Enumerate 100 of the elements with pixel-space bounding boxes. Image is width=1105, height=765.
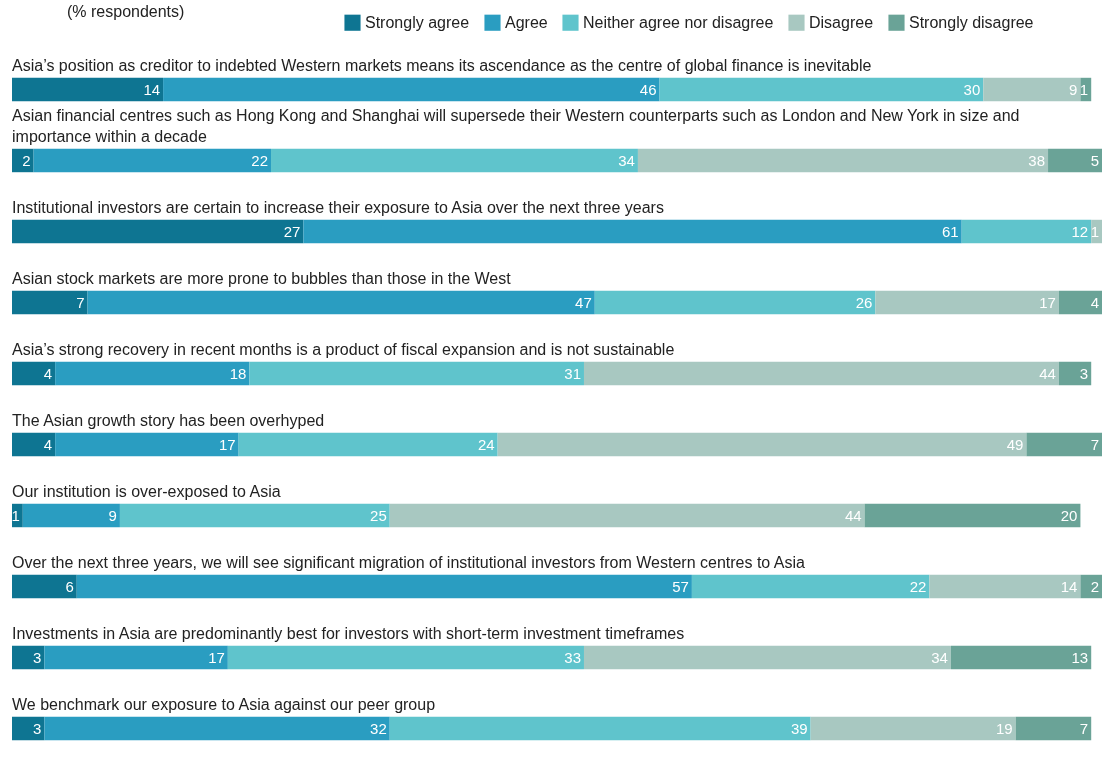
bar bbox=[12, 432, 56, 457]
data-label: 14 bbox=[1060, 577, 1078, 595]
category-label: Asian financial centres such as Hong Kong and Shanghai will supersede their Western counterparts such as London and New York in size and importance within a decade bbox=[12, 106, 1020, 145]
bar bbox=[583, 645, 951, 670]
bar bbox=[22, 503, 120, 528]
chart-title: (% respondents) bbox=[67, 3, 185, 20]
data-label: 33 bbox=[564, 648, 581, 666]
bar bbox=[33, 148, 272, 173]
data-label: 6 bbox=[65, 577, 74, 595]
bar bbox=[87, 290, 595, 315]
bar bbox=[875, 290, 1059, 315]
data-label: 17 bbox=[218, 435, 236, 453]
bar bbox=[303, 219, 962, 244]
data-label: 39 bbox=[790, 719, 808, 737]
bar bbox=[12, 574, 77, 599]
data-label: 25 bbox=[370, 506, 387, 524]
data-label: 3 bbox=[1079, 364, 1089, 382]
data-label: 24 bbox=[477, 435, 495, 453]
data-label: 1 bbox=[1079, 80, 1089, 98]
data-label: 9 bbox=[108, 506, 117, 524]
legend-label: Disagree bbox=[809, 13, 874, 31]
legend-label: Neither agree nor disagree bbox=[583, 13, 774, 31]
data-label: 27 bbox=[283, 222, 301, 240]
bar bbox=[659, 77, 984, 102]
bar bbox=[12, 645, 45, 670]
data-label: 18 bbox=[229, 364, 247, 382]
data-label: 3 bbox=[33, 648, 42, 666]
data-label: 31 bbox=[564, 364, 581, 382]
bar bbox=[12, 716, 45, 741]
data-label: 4 bbox=[43, 435, 53, 453]
data-label: 3 bbox=[33, 719, 42, 737]
data-label: 2 bbox=[1090, 577, 1099, 595]
data-label: 57 bbox=[672, 577, 689, 595]
bar bbox=[163, 77, 660, 102]
data-label: 22 bbox=[909, 577, 927, 595]
bar bbox=[12, 219, 304, 244]
legend-label: Agree bbox=[505, 13, 548, 31]
bar bbox=[1048, 148, 1102, 173]
bar bbox=[271, 148, 638, 173]
data-label: 7 bbox=[1079, 719, 1089, 737]
data-label: 13 bbox=[1071, 648, 1089, 666]
data-label: 9 bbox=[1069, 80, 1078, 98]
bar bbox=[227, 645, 584, 670]
bar bbox=[389, 503, 865, 528]
bar bbox=[12, 290, 88, 315]
data-label: 17 bbox=[208, 648, 225, 666]
data-label: 20 bbox=[1060, 506, 1078, 524]
data-label: 61 bbox=[942, 222, 959, 240]
data-label: 22 bbox=[251, 151, 269, 169]
data-label: 46 bbox=[639, 80, 657, 98]
data-label: 34 bbox=[618, 151, 635, 169]
data-label: 17 bbox=[1039, 293, 1056, 311]
data-label: 19 bbox=[995, 719, 1013, 737]
y-tick-label: Asia’s position as creditor to indebted Western markets means its ascendance as the centre of global finance is inevitable bbox=[12, 56, 872, 74]
data-label: 34 bbox=[931, 648, 948, 666]
y-tick-label: Investments in Asia are predominantly best for investors with short-term investment timeframes bbox=[12, 624, 685, 642]
bar bbox=[44, 645, 228, 670]
legend-label: Strongly disagree bbox=[909, 13, 1034, 31]
bar bbox=[119, 503, 390, 528]
data-label: 4 bbox=[1090, 293, 1099, 311]
bar bbox=[55, 432, 239, 457]
data-label: 32 bbox=[370, 719, 387, 737]
y-tick-label: Asian stock markets are more prone to bubbles than those in the West bbox=[12, 269, 512, 287]
bar bbox=[55, 361, 250, 386]
bar bbox=[929, 574, 1081, 599]
bar bbox=[76, 574, 692, 599]
data-label: 5 bbox=[1090, 151, 1099, 169]
data-label: 38 bbox=[1028, 151, 1046, 169]
bar bbox=[583, 361, 1059, 386]
bar bbox=[12, 77, 164, 102]
bar bbox=[238, 432, 498, 457]
data-label: 26 bbox=[855, 293, 873, 311]
bar bbox=[44, 716, 390, 741]
bar bbox=[961, 219, 1092, 244]
data-label: 30 bbox=[963, 80, 981, 98]
data-label: 2 bbox=[22, 151, 31, 169]
bar bbox=[497, 432, 1027, 457]
y-tick-label: Our institution is over-exposed to Asia bbox=[12, 482, 281, 500]
data-label: 14 bbox=[143, 80, 161, 98]
bar bbox=[864, 503, 1081, 528]
bar bbox=[249, 361, 584, 386]
data-label: 12 bbox=[1071, 222, 1089, 240]
bar bbox=[1058, 290, 1102, 315]
legend-label: Strongly agree bbox=[365, 13, 470, 31]
data-label: 47 bbox=[575, 293, 592, 311]
bar bbox=[389, 716, 811, 741]
bar bbox=[12, 148, 34, 173]
bar bbox=[1080, 574, 1102, 599]
y-tick-label: The Asian growth story has been overhyped bbox=[12, 411, 325, 429]
data-label: 4 bbox=[43, 364, 53, 382]
data-label: 49 bbox=[1006, 435, 1024, 453]
data-label: 7 bbox=[1090, 435, 1099, 453]
bar bbox=[950, 645, 1092, 670]
bar bbox=[810, 716, 1016, 741]
data-label: 44 bbox=[1039, 364, 1056, 382]
bar bbox=[983, 77, 1081, 102]
bar bbox=[1058, 361, 1092, 386]
bar bbox=[1026, 432, 1102, 457]
data-label: 44 bbox=[844, 506, 862, 524]
bar bbox=[12, 361, 56, 386]
